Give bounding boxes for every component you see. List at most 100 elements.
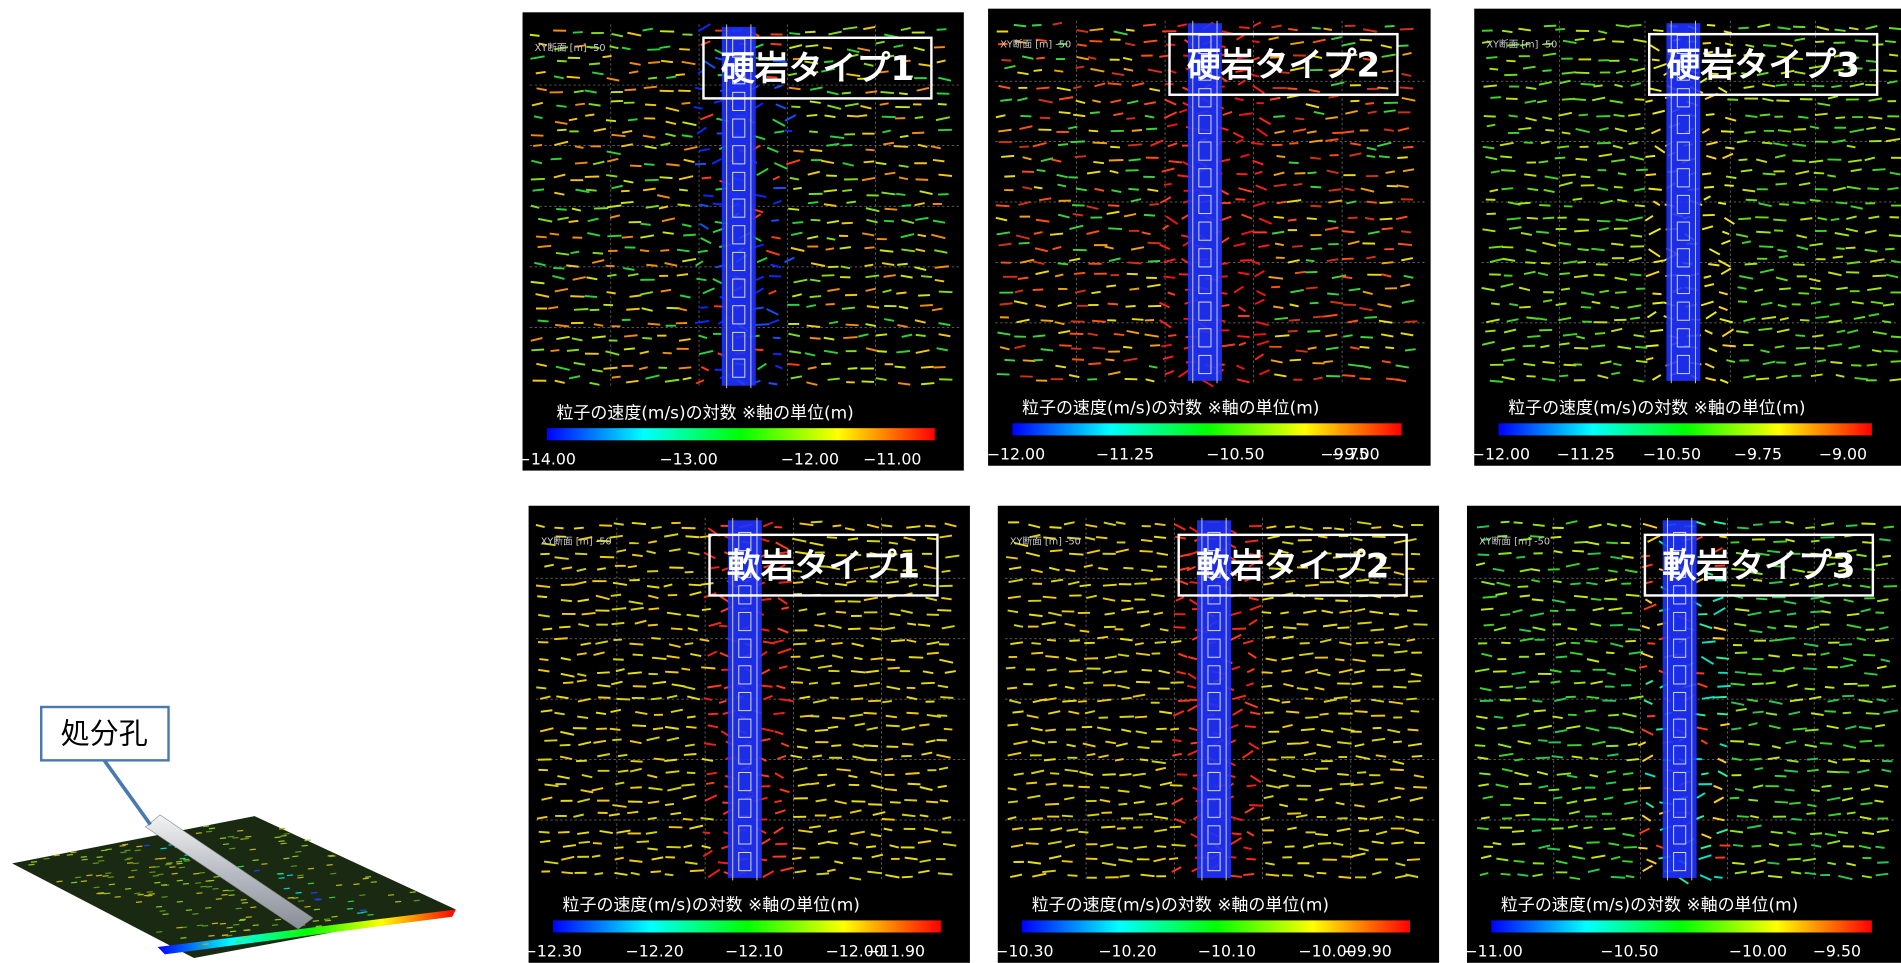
velocity-arrow bbox=[891, 640, 905, 641]
velocity-arrow bbox=[1636, 170, 1648, 171]
colorbar-tick-label: −9.90 bbox=[1344, 942, 1392, 961]
plane-arrow bbox=[296, 892, 302, 893]
velocity-arrow bbox=[579, 842, 590, 843]
velocity-arrow bbox=[1635, 99, 1644, 100]
velocity-arrow bbox=[1846, 248, 1856, 249]
velocity-arrow bbox=[1044, 759, 1056, 760]
velocity-arrow bbox=[1776, 100, 1789, 101]
velocity-arrow bbox=[684, 754, 697, 755]
velocity-arrow bbox=[1170, 827, 1181, 828]
velocity-arrow bbox=[1548, 790, 1559, 791]
velocity-arrow bbox=[1874, 801, 1883, 802]
plane-arrow bbox=[183, 884, 189, 885]
velocity-arrow bbox=[809, 683, 818, 684]
velocity-arrow bbox=[1252, 41, 1259, 42]
velocity-arrow bbox=[1123, 568, 1133, 569]
velocity-arrow bbox=[1862, 542, 1872, 543]
velocity-arrow bbox=[1800, 320, 1809, 321]
velocity-arrow bbox=[645, 180, 659, 181]
velocity-arrow bbox=[854, 685, 867, 686]
velocity-arrow bbox=[1883, 70, 1896, 71]
velocity-arrow bbox=[1646, 345, 1659, 346]
velocity-arrow bbox=[660, 177, 673, 178]
velocity-arrow bbox=[1738, 28, 1749, 29]
velocity-arrow bbox=[937, 715, 947, 716]
velocity-arrow bbox=[1036, 58, 1045, 59]
plane-arrow bbox=[308, 883, 314, 884]
velocity-arrow bbox=[1327, 293, 1339, 294]
velocity-arrow bbox=[1049, 685, 1057, 686]
velocity-arrow bbox=[1049, 527, 1061, 528]
velocity-arrow bbox=[1867, 188, 1878, 189]
velocity-arrow bbox=[1164, 184, 1172, 185]
velocity-arrow bbox=[621, 202, 634, 203]
velocity-arrow bbox=[1047, 640, 1056, 641]
section-label: XY断面 [m] -50 bbox=[1000, 37, 1071, 50]
velocity-arrow bbox=[1263, 842, 1272, 843]
plane-arrow bbox=[291, 866, 297, 867]
velocity-arrow bbox=[1070, 141, 1084, 142]
velocity-arrow bbox=[1579, 115, 1588, 116]
velocity-arrow bbox=[573, 32, 583, 33]
velocity-arrow bbox=[1889, 55, 1898, 56]
velocity-arrow bbox=[1410, 596, 1423, 597]
velocity-arrow bbox=[842, 93, 851, 94]
velocity-arrow bbox=[1108, 228, 1122, 229]
velocity-arrow bbox=[1365, 103, 1374, 104]
velocity-arrow bbox=[809, 131, 818, 132]
velocity-arrow bbox=[927, 653, 939, 654]
velocity-arrow bbox=[1779, 204, 1789, 205]
plane-arrow bbox=[245, 836, 251, 837]
velocity-arrow bbox=[1811, 541, 1820, 542]
velocity-arrow bbox=[1737, 528, 1749, 529]
plane-arrow bbox=[336, 885, 342, 886]
velocity-arrow bbox=[628, 672, 642, 673]
velocity-arrow bbox=[706, 783, 714, 784]
velocity-arrow bbox=[1891, 361, 1901, 362]
velocity-arrow bbox=[826, 304, 835, 305]
plane-arrow bbox=[149, 867, 155, 868]
plane-arrow bbox=[196, 833, 202, 834]
velocity-arrow bbox=[628, 119, 638, 120]
velocity-arrow bbox=[1724, 185, 1733, 186]
velocity-arrow bbox=[708, 714, 718, 715]
velocity-arrow bbox=[1023, 360, 1036, 361]
plane-arrow bbox=[253, 925, 259, 926]
velocity-arrow bbox=[1282, 702, 1291, 703]
velocity-arrow bbox=[536, 687, 546, 688]
velocity-arrow bbox=[1523, 346, 1535, 347]
velocity-arrow bbox=[832, 718, 845, 719]
velocity-arrow bbox=[1501, 874, 1511, 875]
velocity-arrow bbox=[1730, 741, 1744, 742]
plane-arrow bbox=[242, 903, 248, 904]
plane-arrow bbox=[205, 908, 211, 909]
velocity-arrow bbox=[1581, 84, 1595, 85]
velocity-arrow bbox=[788, 209, 799, 210]
velocity-arrow bbox=[1735, 672, 1746, 673]
velocity-arrow bbox=[1397, 157, 1407, 158]
velocity-arrow bbox=[570, 296, 584, 297]
velocity-arrow bbox=[1721, 131, 1734, 132]
velocity-arrow bbox=[628, 566, 637, 567]
velocity-arrow bbox=[1759, 246, 1773, 247]
velocity-arrow bbox=[1493, 843, 1502, 844]
velocity-arrow bbox=[909, 657, 923, 658]
velocity-arrow bbox=[833, 525, 842, 526]
section-label: XY断面 [m] -50 bbox=[541, 535, 612, 548]
velocity-arrow bbox=[612, 377, 621, 378]
colorbar-tick-label: −12.00 bbox=[1472, 445, 1530, 464]
velocity-arrow bbox=[689, 585, 702, 586]
velocity-arrow bbox=[1108, 205, 1119, 206]
velocity-arrow bbox=[612, 623, 625, 624]
section-label: XY断面 [m] -50 bbox=[535, 41, 606, 54]
velocity-arrow bbox=[1608, 727, 1622, 728]
velocity-arrow bbox=[1151, 579, 1162, 580]
velocity-arrow bbox=[1046, 784, 1057, 785]
velocity-arrow bbox=[1008, 788, 1017, 789]
velocity-arrow bbox=[1072, 359, 1084, 360]
velocity-arrow bbox=[810, 338, 821, 339]
velocity-arrow bbox=[1739, 159, 1748, 160]
velocity-arrow bbox=[1318, 536, 1327, 537]
plane-arrow bbox=[115, 897, 121, 898]
velocity-arrow bbox=[644, 164, 654, 165]
